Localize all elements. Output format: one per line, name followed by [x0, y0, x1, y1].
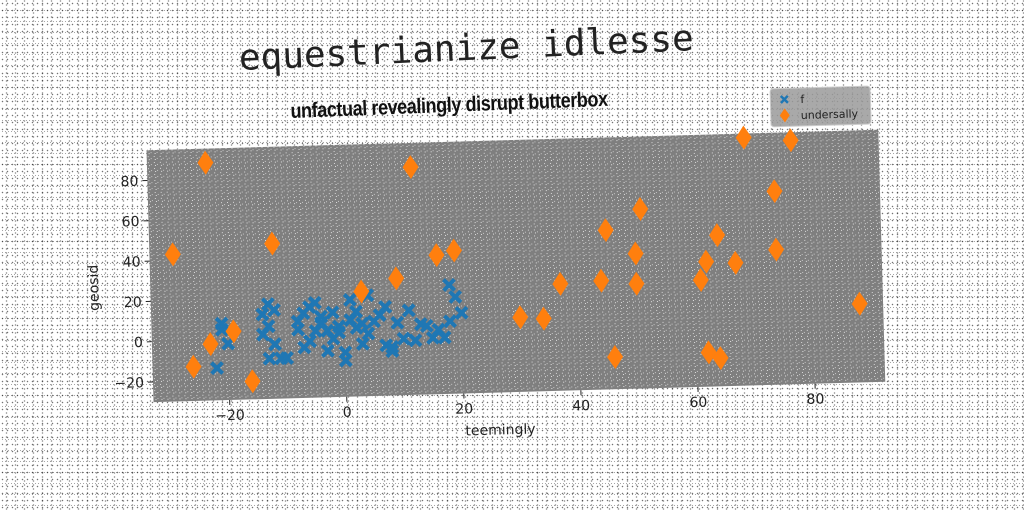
- series-0-point-52: [442, 277, 457, 293]
- x-tick-label: 80: [806, 391, 824, 407]
- series-1-point-5: [244, 369, 261, 394]
- x-axis-label: teemingly: [465, 421, 536, 439]
- series-1-point-22: [698, 249, 715, 274]
- y-axis-label: geosid: [86, 264, 103, 311]
- series-1-point-27: [735, 125, 752, 150]
- series-0-point-29: [338, 353, 353, 368]
- series-1-point-18: [627, 241, 644, 266]
- series-1-point-30: [782, 128, 799, 153]
- series-1-point-7: [353, 279, 370, 304]
- series-1-point-28: [768, 237, 785, 262]
- series-1-point-13: [535, 306, 552, 331]
- x-tick-label: −20: [215, 408, 245, 425]
- legend-box: [769, 85, 872, 128]
- series-0-point-31: [342, 292, 357, 307]
- series-1-point-16: [593, 268, 610, 293]
- series-0-point-34: [355, 316, 370, 331]
- plot-noise: [146, 129, 886, 403]
- legend-label-1: undersally: [801, 107, 859, 122]
- series-1-point-15: [597, 218, 614, 243]
- series-0-point-8: [255, 327, 270, 342]
- series-0-point-3: [214, 316, 229, 331]
- series-1-point-0: [164, 242, 181, 267]
- y-tick-label: −20: [114, 375, 144, 392]
- x-tick-label: 0: [342, 405, 351, 421]
- series-1-point-1: [197, 150, 214, 175]
- legend-label-0: f: [800, 93, 805, 106]
- series-0-point-24: [320, 343, 335, 358]
- series-0-point-47: [419, 318, 434, 333]
- series-1-point-17: [607, 344, 624, 369]
- series-0-point-10: [262, 351, 277, 366]
- series-1-point-11: [445, 238, 462, 263]
- series-0-point-9: [267, 337, 282, 352]
- series-1-point-20: [632, 197, 649, 222]
- series-0-point-36: [361, 326, 376, 341]
- series-1-point-6: [264, 231, 281, 256]
- series-0-point-32: [349, 304, 364, 319]
- series-0-point-20: [307, 295, 322, 310]
- series-1-point-21: [692, 267, 709, 292]
- series-0-point-42: [390, 315, 405, 330]
- series-0-point-57: [385, 340, 400, 355]
- series-1-point-25: [712, 346, 729, 371]
- y-tick-label: 80: [120, 174, 138, 190]
- series-0-point-27: [332, 325, 347, 340]
- axes: −20 0 20 40 60 80 −20 0 20 40 60 80 teemingly geosid: [86, 174, 825, 440]
- series-0-point-35: [355, 336, 370, 351]
- x-tick-label: 20: [455, 401, 473, 417]
- series-1-point-8: [388, 266, 405, 291]
- series-0-point-55: [325, 305, 340, 320]
- series-1-point-2: [185, 354, 202, 379]
- series-0-point-54: [454, 305, 469, 320]
- data-marks: [164, 125, 868, 394]
- series-0-point-44: [401, 303, 416, 318]
- y-tick-label: 0: [134, 335, 143, 351]
- series-1-point-14: [552, 271, 569, 296]
- y-tick-label: 60: [121, 214, 139, 230]
- series-0-point-50: [437, 330, 452, 345]
- y-tick-label: 40: [123, 254, 141, 270]
- chart-plot-group: −20 0 20 40 60 80−20020406080teeminglygeosid …: [86, 85, 886, 440]
- series-1-point-9: [402, 155, 419, 180]
- series-1-point-3: [202, 332, 219, 357]
- series-1-point-29: [766, 179, 783, 204]
- series-0-point-41: [385, 344, 400, 359]
- series-0-point-45: [408, 333, 423, 348]
- x-tick-label: 60: [689, 395, 707, 411]
- series-1-point-12: [512, 305, 529, 330]
- y-tick-label: 20: [124, 295, 142, 311]
- series-0-point-5: [255, 307, 270, 322]
- series-1-point-24: [709, 223, 726, 248]
- legend-marker-1: [779, 108, 790, 123]
- series-0-point-6: [266, 303, 282, 318]
- series-0-point-18: [302, 334, 318, 349]
- series-0-point-12: [280, 351, 295, 366]
- series-0-point-53: [448, 289, 463, 304]
- series-1-point-19: [628, 271, 645, 296]
- x-tick-label: 40: [572, 398, 590, 414]
- series-1-point-10: [428, 243, 445, 268]
- series-0-point-0: [210, 361, 225, 376]
- series-0-point-39: [378, 299, 393, 314]
- series-1-point-26: [727, 250, 744, 275]
- series-1-point-4: [225, 319, 242, 344]
- series-1-point-31: [851, 291, 868, 316]
- series-0-point-43: [396, 331, 411, 346]
- series-0-point-51: [443, 314, 458, 329]
- legend-marker-0: [779, 94, 789, 104]
